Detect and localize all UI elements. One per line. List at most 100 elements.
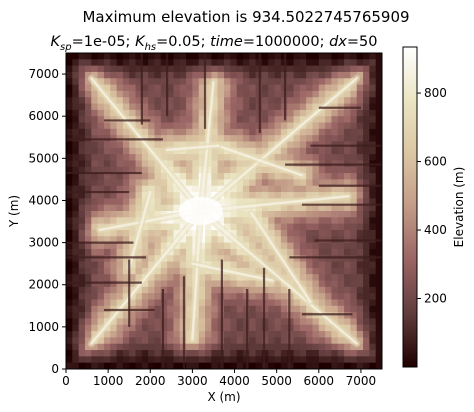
heatmap-cell — [236, 261, 244, 269]
heatmap-cell — [224, 116, 231, 124]
heatmap-cell — [205, 166, 212, 174]
heatmap-cell — [255, 147, 263, 155]
heatmap-cell — [268, 211, 276, 218]
heatmap-cell — [280, 154, 288, 161]
heatmap-cell — [122, 261, 130, 269]
heatmap-cell — [312, 274, 320, 282]
heatmap-cell — [356, 248, 364, 256]
heatmap-cell — [179, 160, 187, 168]
heatmap-cell — [375, 337, 383, 345]
heatmap-cell — [91, 160, 99, 168]
heatmap-cell — [217, 53, 225, 60]
heatmap-cell — [375, 242, 383, 250]
heatmap-cell — [217, 173, 225, 180]
heatmap-cell — [331, 337, 339, 345]
heatmap-cell — [97, 128, 105, 136]
heatmap-cell — [154, 350, 162, 357]
heatmap-cell — [331, 261, 339, 269]
heatmap-cell — [116, 337, 124, 345]
heatmap-cell — [287, 356, 295, 364]
heatmap-cell — [344, 318, 351, 326]
heatmap-cell — [84, 356, 92, 364]
heatmap-cell — [211, 248, 219, 256]
heatmap-cell — [375, 318, 383, 326]
heatmap-cell — [91, 179, 99, 187]
heatmap-cell — [66, 305, 73, 313]
heatmap-cell — [230, 84, 238, 92]
heatmap-cell — [84, 274, 92, 282]
heatmap-cell — [186, 286, 193, 294]
heatmap-cell — [129, 71, 137, 79]
heatmap-cell — [160, 242, 168, 250]
heatmap-cell — [325, 261, 332, 269]
heatmap-cell — [160, 103, 168, 111]
heatmap-cell — [369, 248, 377, 256]
heatmap-cell — [167, 103, 174, 111]
heatmap-cell — [325, 185, 332, 193]
heatmap-cell — [369, 147, 377, 155]
heatmap-cell — [192, 59, 200, 67]
heatmap-cell — [186, 324, 193, 332]
heatmap-cell — [249, 122, 257, 130]
heatmap-cell — [274, 343, 282, 351]
heatmap-cell — [135, 84, 143, 92]
heatmap-cell — [110, 84, 118, 92]
heatmap-cell — [129, 78, 137, 86]
heatmap-cell — [249, 90, 257, 98]
heatmap-cell — [198, 135, 206, 142]
heatmap-cell — [299, 312, 307, 319]
heatmap-cell — [122, 324, 130, 332]
heatmap-cell — [135, 331, 143, 338]
heatmap-cell — [249, 299, 257, 307]
heatmap-cell — [268, 248, 276, 256]
heatmap-cell — [287, 185, 295, 193]
heatmap-cell — [350, 179, 358, 187]
heatmap-cell — [356, 204, 364, 212]
heatmap-cell — [274, 211, 282, 218]
heatmap-cell — [135, 242, 143, 250]
heatmap-cell — [274, 84, 282, 92]
heatmap-cell — [103, 211, 111, 218]
heatmap-cell — [148, 274, 155, 282]
heatmap-cell — [167, 53, 174, 60]
heatmap-cell — [160, 324, 168, 332]
heatmap-cell — [217, 160, 225, 168]
heatmap-cell — [344, 261, 351, 269]
heatmap-cell — [135, 78, 143, 86]
heatmap-cell — [369, 280, 377, 288]
heatmap-cell — [350, 312, 358, 319]
heatmap-cell — [274, 229, 282, 237]
heatmap-cell — [173, 274, 181, 282]
heatmap-cell — [287, 204, 295, 212]
heatmap-cell — [173, 109, 181, 117]
heatmap-cell — [78, 318, 86, 326]
heatmap-cell — [337, 362, 345, 370]
heatmap-cell — [356, 116, 364, 124]
heatmap-cell — [255, 318, 263, 326]
heatmap-cell — [135, 198, 143, 206]
heatmap-cell — [268, 204, 276, 212]
heatmap-cell — [173, 78, 181, 86]
ridge-crest — [199, 195, 350, 213]
heatmap-cell — [205, 179, 212, 187]
heatmap-cell — [363, 103, 370, 111]
heatmap-cell — [173, 223, 181, 231]
heatmap-cell — [375, 128, 383, 136]
heatmap-cell — [148, 331, 155, 338]
heatmap-cell — [110, 248, 118, 256]
heatmap-cell — [268, 78, 276, 86]
heatmap-cell — [356, 242, 364, 250]
heatmap-cell — [337, 204, 345, 212]
heatmap-cell — [306, 71, 313, 79]
heatmap-cell — [135, 160, 143, 168]
heatmap-cell — [91, 343, 99, 351]
heatmap-cell — [325, 255, 332, 263]
heatmap-cell — [116, 248, 124, 256]
heatmap-cell — [91, 236, 99, 244]
heatmap-cell — [344, 229, 351, 237]
heatmap-cell — [78, 122, 86, 130]
heatmap-cell — [287, 122, 295, 130]
heatmap-cell — [261, 305, 269, 313]
heatmap-cell — [78, 267, 86, 275]
